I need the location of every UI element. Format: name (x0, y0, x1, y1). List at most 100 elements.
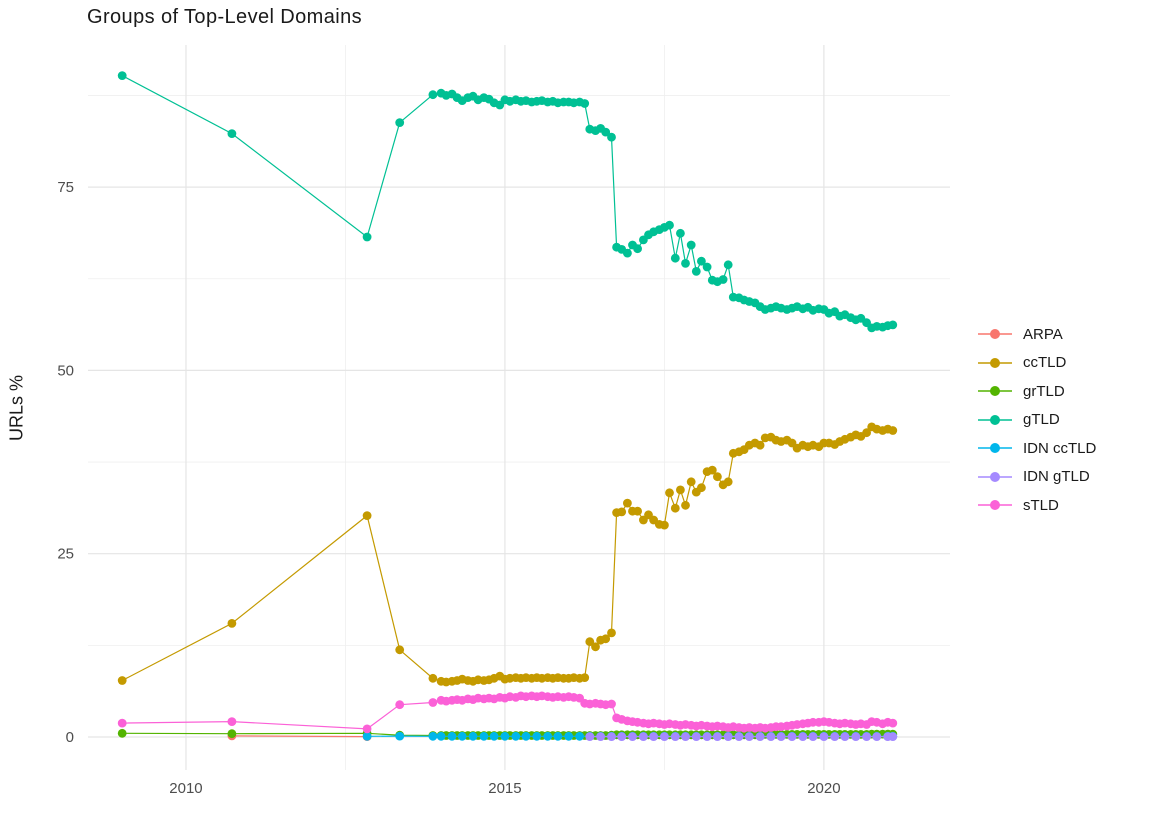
data-point (227, 129, 237, 139)
y-tick-label: 0 (66, 729, 74, 746)
data-point (117, 718, 127, 728)
data-point (428, 90, 438, 100)
data-point (617, 507, 627, 517)
series-line-gtld (121, 75, 893, 329)
legend-key-arpa (978, 329, 1012, 340)
legend-point-icon (990, 471, 1000, 482)
data-point (718, 275, 728, 284)
data-point (436, 731, 446, 741)
data-point (787, 732, 797, 741)
data-point (428, 698, 438, 707)
data-point (686, 477, 696, 487)
data-point (607, 732, 616, 741)
data-point (888, 426, 898, 435)
data-point (362, 511, 372, 520)
data-point (395, 700, 405, 710)
axis-tick-labels: 0 25 50 75 2010 2015 2020 (57, 179, 840, 797)
legend-label: sTLD (1023, 496, 1059, 514)
data-point (723, 732, 733, 741)
data-point (553, 731, 563, 741)
data-point (639, 732, 648, 741)
data-point (681, 500, 690, 510)
data-point (601, 127, 611, 137)
legend-key-grtld (978, 386, 1012, 397)
series-idn-gtld (585, 732, 898, 741)
data-point (575, 731, 584, 741)
data-point (798, 732, 808, 741)
data-point (670, 253, 680, 263)
data-point (744, 732, 754, 741)
data-point (713, 732, 722, 741)
data-point (479, 731, 489, 741)
data-point (580, 99, 590, 108)
data-point (457, 731, 467, 741)
data-point (428, 673, 438, 683)
legend-point-icon (990, 443, 1000, 454)
data-point (649, 732, 658, 741)
data-point (585, 637, 595, 647)
y-tick-label: 50 (57, 362, 74, 379)
data-point (723, 477, 733, 487)
legend: ARPA ccTLD grTLD gTLD IDN ccTLD IDN gTLD sTLD (977, 320, 1096, 520)
data-point (691, 267, 701, 276)
data-point (227, 717, 237, 726)
data-point (840, 732, 850, 741)
legend-label: ARPA (1023, 325, 1063, 343)
x-tick-label: 2010 (169, 780, 202, 797)
data-point (617, 732, 627, 741)
data-point (521, 731, 531, 741)
series-stld (117, 691, 898, 734)
data-point (755, 732, 765, 741)
data-point (607, 132, 616, 142)
legend-item-gtld: gTLD (977, 406, 1096, 435)
data-point (872, 732, 882, 741)
data-point (489, 731, 499, 741)
data-point (713, 472, 722, 482)
legend-key-stld (978, 500, 1012, 511)
data-point (707, 465, 717, 475)
data-point (532, 731, 542, 741)
chart-title: Groups of Top-Level Domains (87, 6, 363, 28)
legend-point-icon (990, 329, 1000, 340)
data-point (702, 262, 712, 272)
data-point (447, 731, 457, 741)
data-point (428, 731, 438, 741)
data-point (670, 732, 680, 741)
legend-label: gTLD (1023, 411, 1060, 429)
data-point (862, 428, 871, 438)
data-point (862, 732, 871, 741)
data-point (819, 732, 829, 741)
data-point (702, 732, 712, 741)
data-point (227, 729, 237, 739)
data-point (723, 260, 733, 270)
data-point (734, 732, 744, 741)
data-point (681, 732, 690, 741)
data-point (676, 228, 685, 238)
data-point (511, 731, 521, 741)
data-point (362, 232, 372, 242)
gridlines (88, 45, 950, 770)
series-cctld (117, 422, 898, 687)
data-point (362, 724, 372, 734)
series-line-arpa (231, 735, 368, 738)
legend-key-idn-gtld (978, 471, 1012, 482)
data-point (580, 673, 590, 682)
data-point (601, 634, 611, 644)
data-point (697, 483, 706, 493)
x-tick-label: 2015 (488, 780, 521, 797)
data-point (755, 440, 765, 450)
data-point (543, 731, 553, 741)
legend-point-icon (990, 414, 1000, 425)
legend-point-icon (990, 500, 1000, 511)
data-point (633, 244, 642, 254)
data-point (362, 731, 372, 741)
data-point (596, 732, 605, 741)
data-point (776, 732, 786, 741)
legend-item-idn-gtld: IDN gTLD (977, 463, 1096, 492)
data-point (591, 642, 600, 652)
data-point (500, 731, 510, 741)
data-point (888, 320, 898, 330)
data-point (676, 485, 685, 495)
